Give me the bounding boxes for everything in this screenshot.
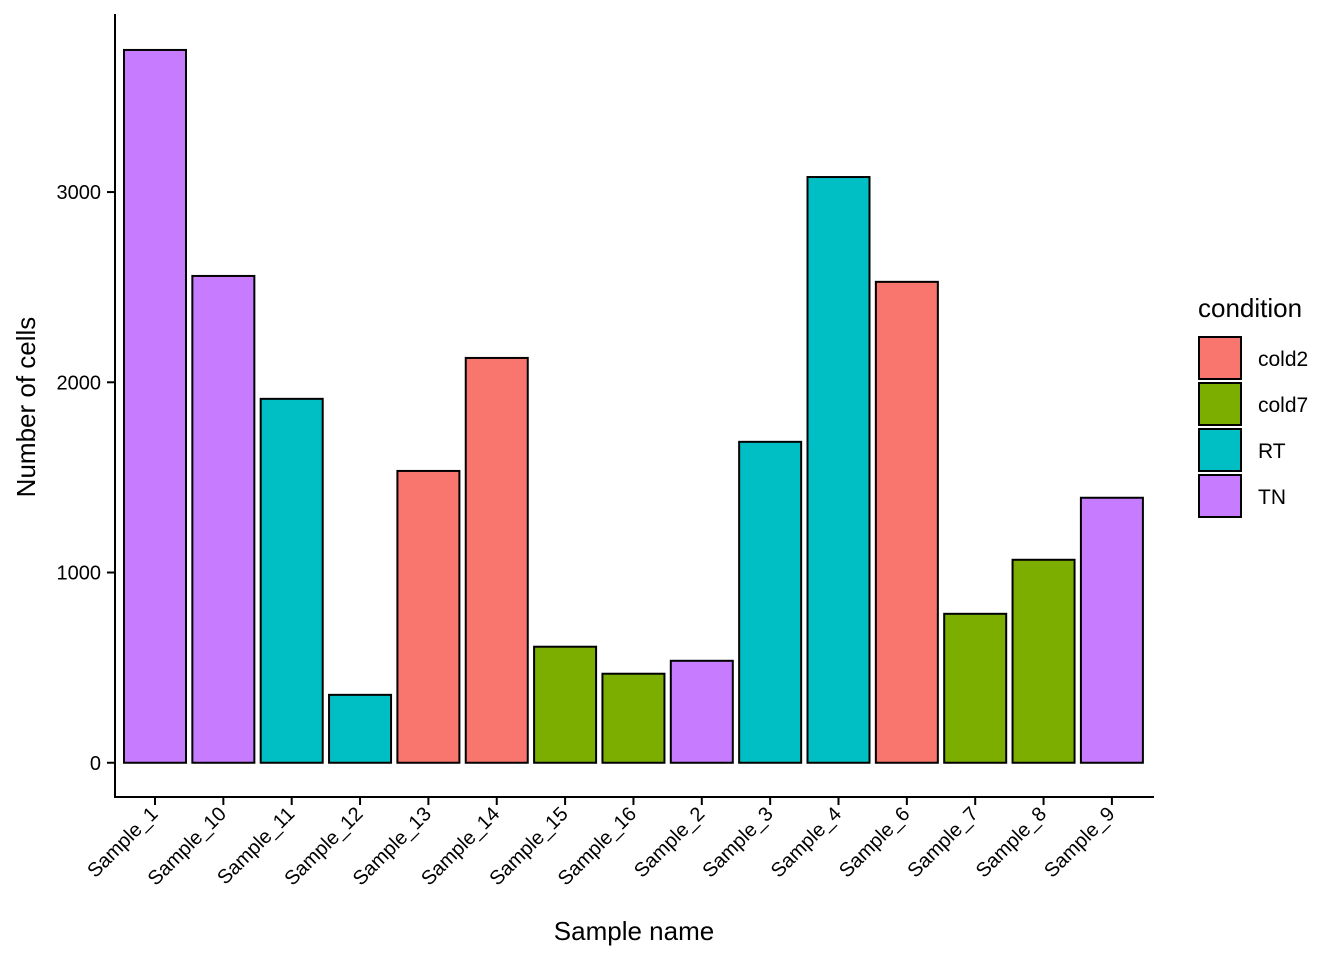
x-tick-label: Sample_6 <box>835 803 914 882</box>
bar-sample-1 <box>123 48 187 764</box>
bar-sample-14 <box>464 356 529 764</box>
y-axis-label: Number of cells <box>11 317 41 498</box>
x-tick-label: Sample_7 <box>903 803 982 882</box>
legend-key-cold2 <box>1198 336 1242 380</box>
legend-key-rt <box>1198 428 1242 472</box>
bar-sample-6 <box>874 280 939 764</box>
bar-sample-8 <box>1011 558 1076 764</box>
legend-label: cold7 <box>1258 394 1308 417</box>
legend-label: cold2 <box>1258 348 1308 371</box>
bar-sample-15 <box>533 645 598 764</box>
x-tick-label: Sample_4 <box>767 803 846 882</box>
bar-sample-9 <box>1079 496 1144 764</box>
legend-label: RT <box>1258 440 1286 463</box>
y-tick-label: 2000 <box>57 372 102 394</box>
x-tick-label: Sample_8 <box>972 803 1051 882</box>
bar-sample-3 <box>738 440 803 764</box>
bar-sample-2 <box>669 659 734 764</box>
legend-label: TN <box>1258 486 1286 509</box>
bar-sample-12 <box>328 693 393 764</box>
y-tick-label: 3000 <box>57 182 102 204</box>
y-tick-label: 1000 <box>57 563 102 585</box>
legend: condition cold2 cold7 RT TN <box>1198 293 1308 518</box>
x-tick-label: Sample_2 <box>630 803 709 882</box>
x-ticks: Sample_1Sample_10Sample_11Sample_12Sampl… <box>83 797 1119 890</box>
bar-sample-16 <box>601 672 666 764</box>
x-tick-label: Sample_9 <box>1040 803 1119 882</box>
bar-sample-7 <box>943 612 1008 764</box>
x-axis-label: Sample name <box>554 916 714 946</box>
x-tick-label: Sample_3 <box>698 803 777 882</box>
legend-title: condition <box>1198 293 1302 323</box>
legend-key-tn <box>1198 474 1242 518</box>
bars-layer <box>123 48 1144 764</box>
y-tick-label: 0 <box>90 753 101 775</box>
bar-sample-11 <box>259 397 324 764</box>
y-ticks: 0 1000 2000 3000 <box>57 182 115 775</box>
bar-sample-4 <box>806 176 871 764</box>
bar-sample-13 <box>396 469 461 764</box>
legend-key-cold7 <box>1198 382 1242 426</box>
bar-sample-10 <box>191 274 256 764</box>
